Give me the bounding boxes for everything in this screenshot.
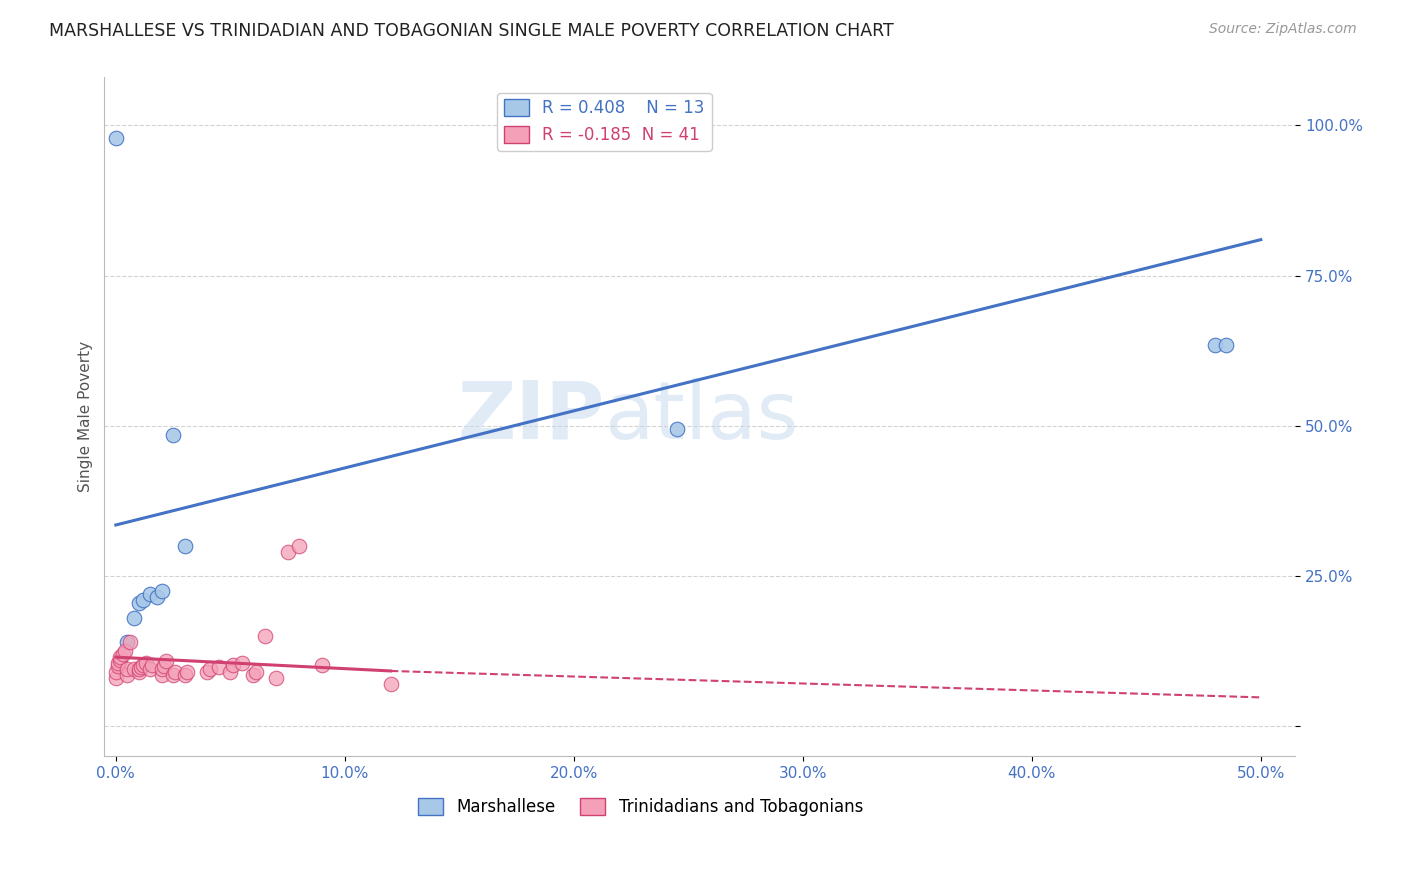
- Point: [253, 629, 276, 643]
- Point: [176, 665, 198, 680]
- Point: [110, 653, 132, 667]
- Point: [277, 545, 299, 559]
- Point: [104, 665, 127, 680]
- Point: [150, 662, 173, 676]
- Point: [110, 650, 132, 665]
- Point: [128, 596, 150, 610]
- Point: [208, 660, 231, 674]
- Point: [150, 668, 173, 682]
- Point: [198, 662, 221, 676]
- Point: [155, 654, 177, 668]
- Text: ZIP: ZIP: [457, 378, 605, 456]
- Point: [117, 635, 139, 649]
- Point: [221, 657, 243, 672]
- Point: [162, 428, 184, 442]
- Point: [173, 539, 195, 553]
- Y-axis label: Single Male Poverty: Single Male Poverty: [79, 342, 93, 492]
- Point: [104, 130, 127, 145]
- Point: [129, 660, 152, 674]
- Point: [132, 657, 155, 672]
- Text: Source: ZipAtlas.com: Source: ZipAtlas.com: [1209, 22, 1357, 37]
- Point: [288, 539, 311, 553]
- Point: [104, 671, 127, 685]
- Point: [162, 668, 184, 682]
- Point: [219, 665, 242, 680]
- Point: [122, 662, 145, 676]
- Point: [197, 665, 219, 680]
- Point: [128, 665, 150, 680]
- Point: [107, 656, 129, 670]
- Point: [118, 635, 141, 649]
- Point: [139, 662, 162, 676]
- Point: [128, 662, 150, 676]
- Point: [264, 671, 287, 685]
- Point: [311, 657, 333, 672]
- Point: [117, 668, 139, 682]
- Point: [132, 593, 155, 607]
- Point: [141, 657, 163, 672]
- Point: [245, 665, 267, 680]
- Text: MARSHALLESE VS TRINIDADIAN AND TOBAGONIAN SINGLE MALE POVERTY CORRELATION CHART: MARSHALLESE VS TRINIDADIAN AND TOBAGONIA…: [49, 22, 894, 40]
- Point: [107, 659, 129, 673]
- Point: [150, 584, 173, 599]
- Point: [146, 590, 169, 604]
- Point: [231, 656, 253, 670]
- Point: [1215, 338, 1237, 352]
- Point: [380, 677, 402, 691]
- Point: [665, 422, 688, 436]
- Point: [111, 647, 134, 661]
- Point: [117, 662, 139, 676]
- Point: [135, 656, 157, 670]
- Legend: Marshallese, Trinidadians and Tobagonians: Marshallese, Trinidadians and Tobagonian…: [411, 791, 869, 822]
- Point: [173, 668, 195, 682]
- Point: [242, 668, 264, 682]
- Point: [153, 659, 176, 673]
- Point: [114, 644, 136, 658]
- Point: [122, 611, 145, 625]
- Point: [165, 665, 187, 680]
- Point: [139, 587, 162, 601]
- Text: atlas: atlas: [605, 378, 799, 456]
- Point: [1204, 338, 1226, 352]
